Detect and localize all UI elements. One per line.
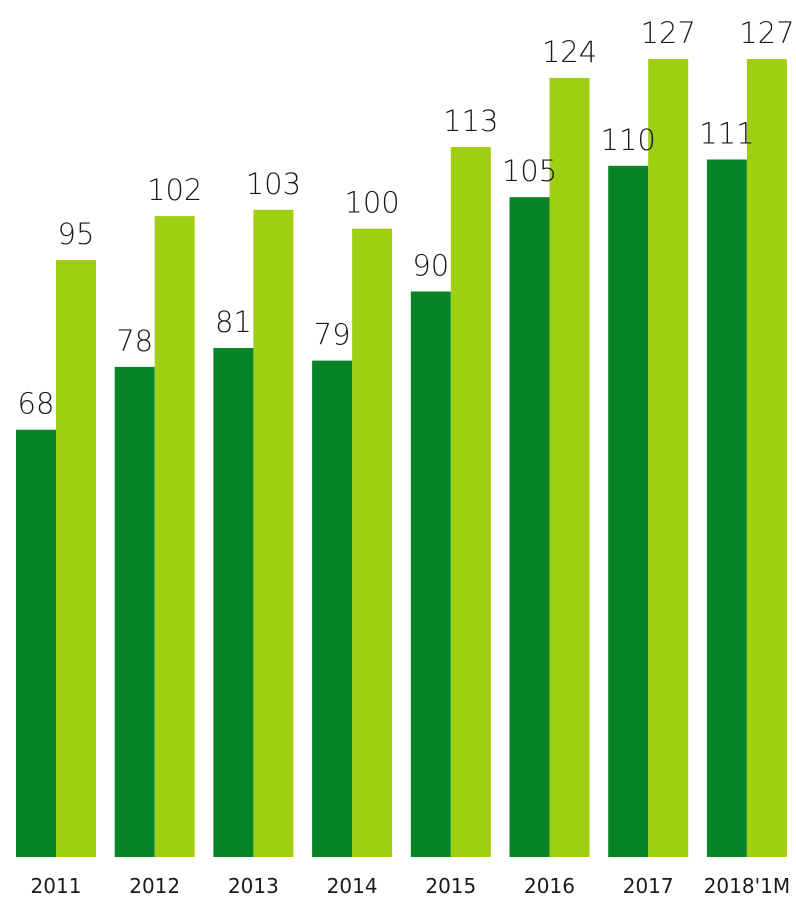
bar-2015-series-2 <box>450 147 491 857</box>
x-tick-label: 2011 <box>31 874 82 898</box>
bar-2011-series-1 <box>16 429 56 857</box>
value-label-2016-series-1: 105 <box>502 154 557 188</box>
value-label-2011-series-2: 95 <box>58 217 95 251</box>
value-label-2017-series-2: 127 <box>641 16 696 50</box>
bar-2013-series-2 <box>253 209 294 858</box>
bar-2015-series-1 <box>410 291 451 857</box>
bar-2016-series-1 <box>509 197 550 857</box>
x-tick-label: 2014 <box>327 874 378 898</box>
value-label-2018'1M-series-1: 111 <box>699 117 754 151</box>
x-tick-label: 2013 <box>228 874 279 898</box>
bar-2014-series-2 <box>352 228 393 857</box>
value-label-2013-series-2: 103 <box>246 167 301 201</box>
x-tick-label: 2018'1M <box>704 874 790 898</box>
value-label-2013-series-1: 81 <box>215 305 252 339</box>
x-tick-label: 2017 <box>623 874 674 898</box>
value-label-2018'1M-series-2: 127 <box>739 16 794 50</box>
value-label-2014-series-2: 100 <box>344 186 399 220</box>
x-tick-label: 2016 <box>524 874 575 898</box>
value-label-2015-series-2: 113 <box>443 104 498 138</box>
bar-2017-series-2 <box>648 59 689 857</box>
value-label-2017-series-1: 110 <box>601 123 656 157</box>
value-label-2012-series-2: 102 <box>147 173 202 207</box>
value-label-2015-series-1: 90 <box>412 249 449 283</box>
bars-group <box>16 59 787 858</box>
bar-2017-series-1 <box>608 165 649 858</box>
bar-2014-series-1 <box>312 360 353 857</box>
bar-2013-series-1 <box>213 348 254 857</box>
value-label-2016-series-2: 124 <box>542 35 597 69</box>
value-label-2011-series-1: 68 <box>18 387 55 421</box>
bar-2012-series-1 <box>114 366 155 857</box>
value-label-2012-series-1: 78 <box>116 324 153 358</box>
bar-2018'1M-series-1 <box>706 159 747 857</box>
x-tick-label: 2015 <box>425 874 476 898</box>
bar-2011-series-2 <box>56 260 96 858</box>
x-tick-label: 2012 <box>129 874 180 898</box>
value-label-2014-series-1: 79 <box>314 318 351 352</box>
bar-2018'1M-series-2 <box>746 59 787 857</box>
bar-2012-series-2 <box>154 216 195 858</box>
x-axis: 2011 2012 2013 2014 2015 2016 2017 2018'1M <box>31 874 791 898</box>
bar-2016-series-2 <box>549 77 590 857</box>
